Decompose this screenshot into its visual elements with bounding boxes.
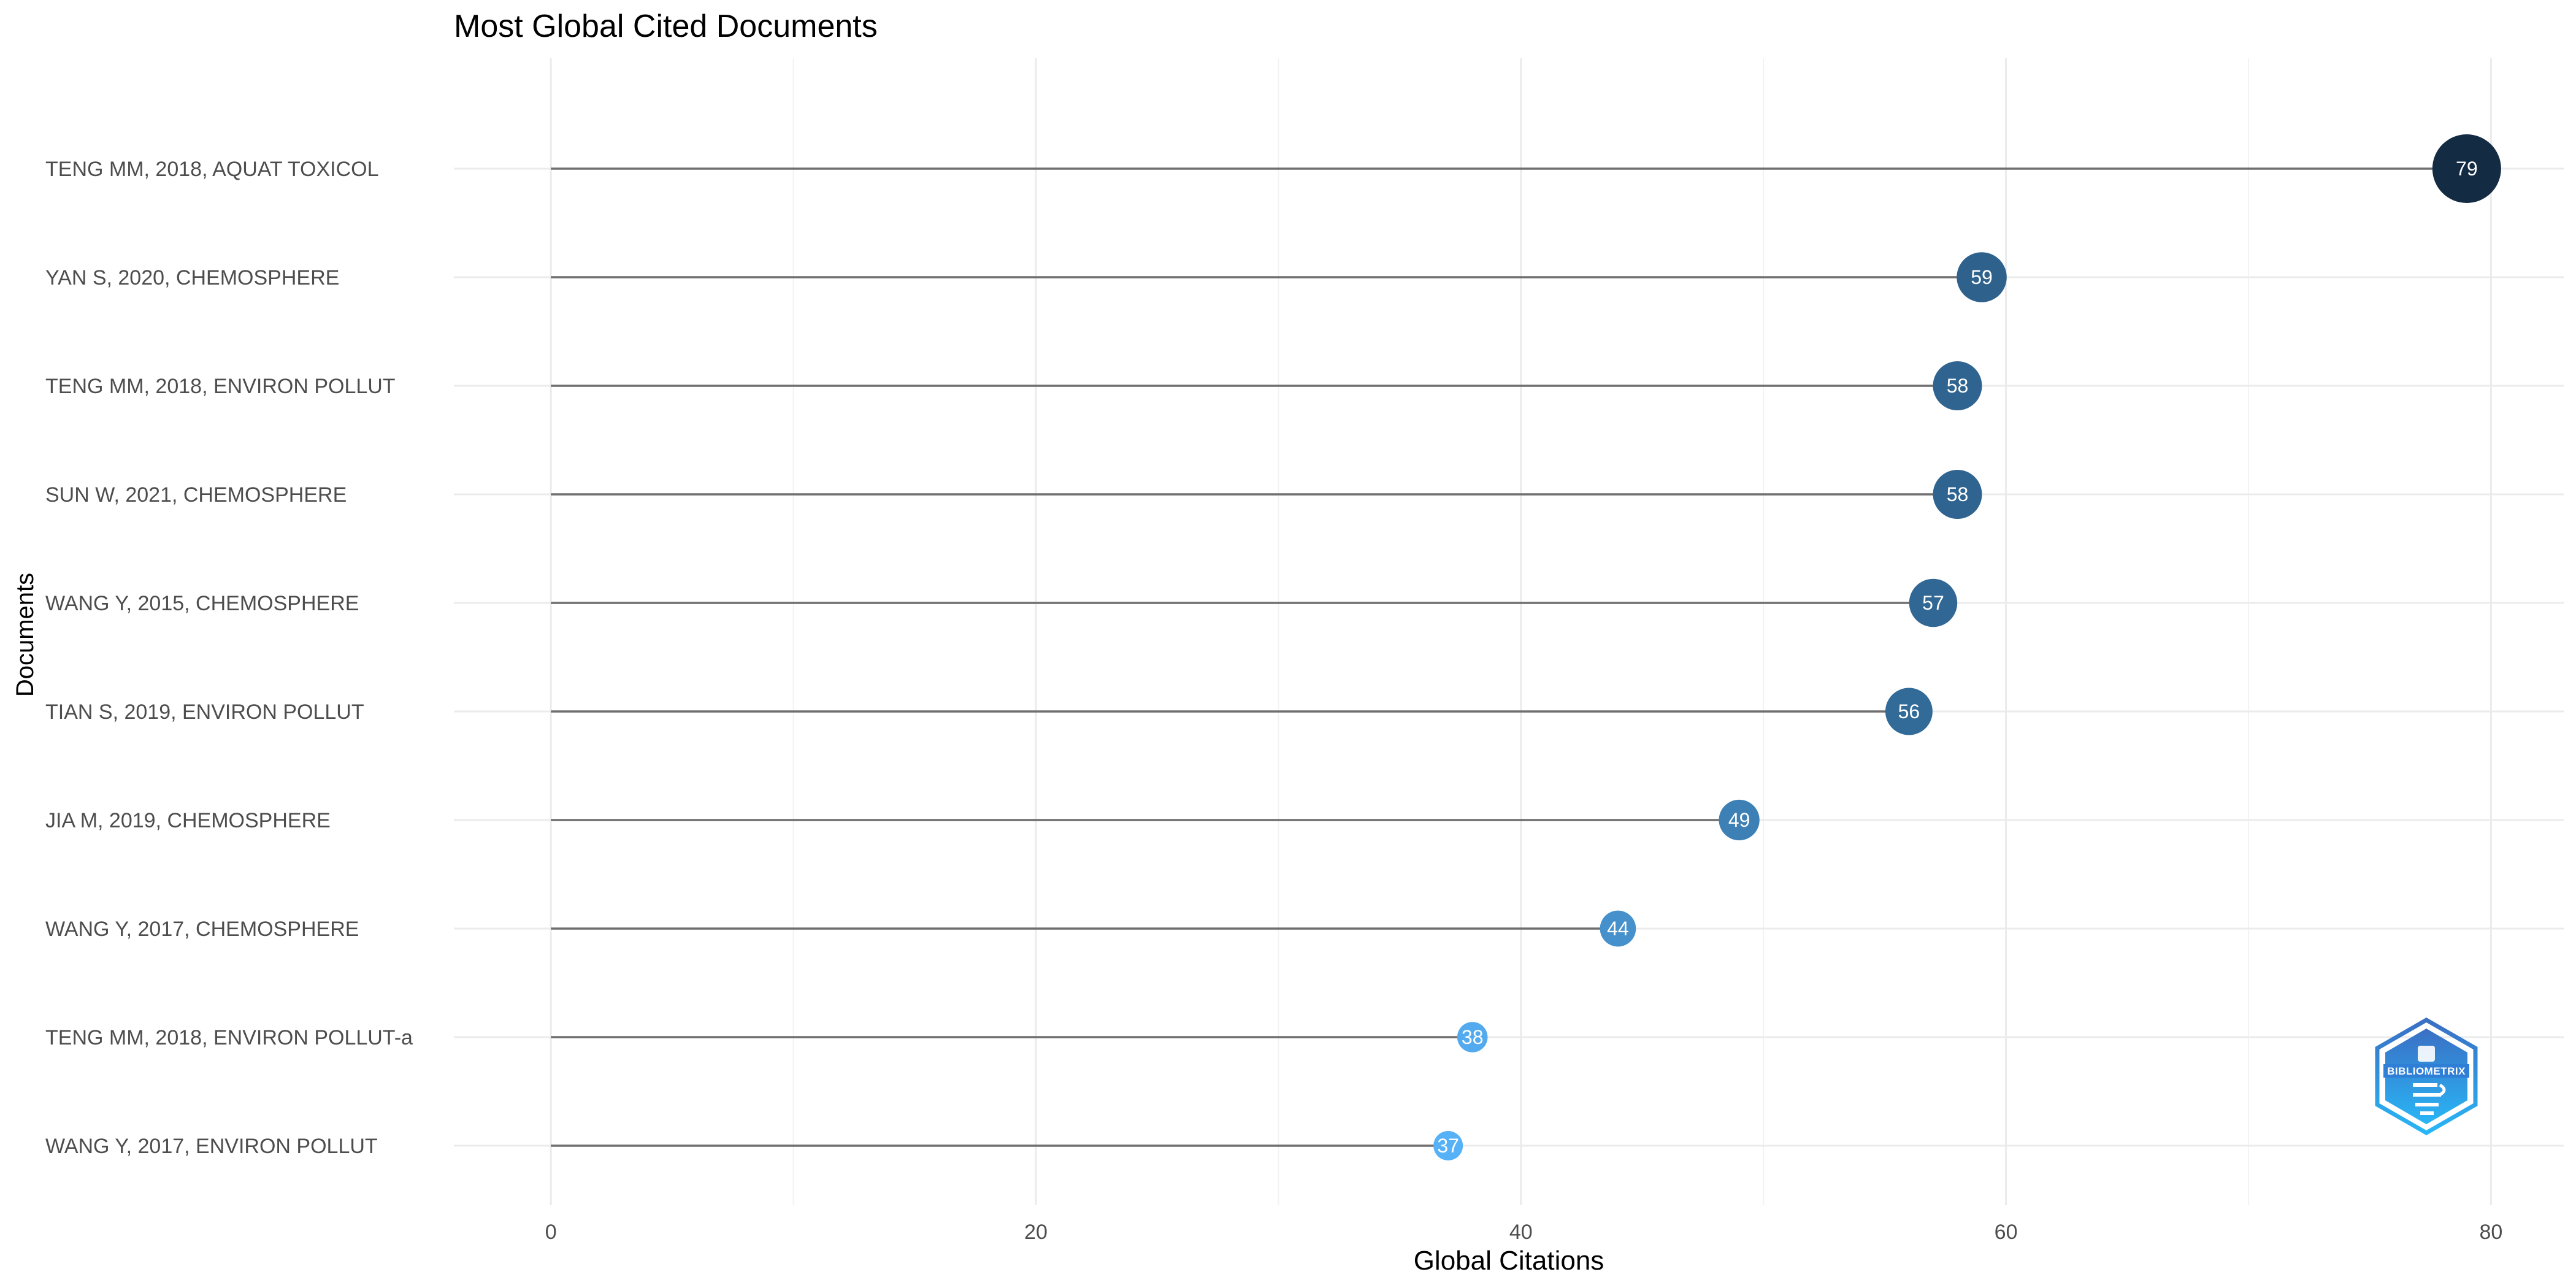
lollipop-dot <box>1933 361 1982 410</box>
y-tick-label: TENG MM, 2018, ENVIRON POLLUT <box>45 375 396 398</box>
lollipop-dot <box>1933 470 1982 519</box>
x-tick-label: 60 <box>1995 1221 2018 1244</box>
x-tick-labels: 0 20 40 60 80 <box>545 1221 2503 1244</box>
chart-title: Most Global Cited Documents <box>454 9 878 44</box>
y-tick-label: TENG MM, 2018, AQUAT TOXICOL <box>45 158 379 181</box>
lollipop-dot <box>1433 1131 1463 1160</box>
y-tick-labels: TENG MM, 2018, AQUAT TOXICOL YAN S, 2020,… <box>45 158 413 1158</box>
data-label: 79 <box>2456 158 2478 180</box>
x-tick-label: 40 <box>1509 1221 1533 1244</box>
lollipop-dot <box>1957 252 2007 302</box>
x-tick-label: 20 <box>1024 1221 1048 1244</box>
data-label: 59 <box>1971 266 1993 288</box>
data-label: 49 <box>1728 809 1750 831</box>
y-tick-label: WANG Y, 2015, CHEMOSPHERE <box>45 592 359 615</box>
y-tick-label: WANG Y, 2017, CHEMOSPHERE <box>45 918 359 941</box>
y-tick-label: WANG Y, 2017, ENVIRON POLLUT <box>45 1135 378 1158</box>
data-label: 58 <box>1947 483 1969 505</box>
y-tick-label: TIAN S, 2019, ENVIRON POLLUT <box>45 700 364 724</box>
lollipop-dot <box>1885 688 1933 735</box>
data-label: 44 <box>1607 918 1629 940</box>
y-tick-label: TENG MM, 2018, ENVIRON POLLUT-a <box>45 1026 413 1049</box>
data-label: 56 <box>1898 700 1920 723</box>
lollipop-dot <box>2432 134 2501 203</box>
x-axis-label: Global Citations <box>1414 1246 1604 1276</box>
y-tick-label: SUN W, 2021, CHEMOSPHERE <box>45 483 347 507</box>
data-label: 37 <box>1437 1135 1459 1157</box>
lollipop-dot <box>1719 799 1760 841</box>
data-label: 57 <box>1922 592 1944 614</box>
lollipop-dot <box>1909 578 1958 627</box>
grid <box>454 58 2564 1205</box>
lollipop-dot <box>1457 1022 1488 1052</box>
x-tick-label: 0 <box>545 1221 557 1244</box>
y-axis-label: Documents <box>12 573 39 697</box>
y-tick-label: JIA M, 2019, CHEMOSPHERE <box>45 809 331 832</box>
logo-text: BIBLIOMETRIX <box>2387 1065 2466 1077</box>
bibliometrix-logo: BIBLIOMETRIX <box>2375 1017 2478 1136</box>
y-tick-label: YAN S, 2020, CHEMOSPHERE <box>45 266 339 289</box>
data-label: 38 <box>1462 1026 1484 1048</box>
data-label: 58 <box>1947 375 1969 397</box>
x-tick-label: 80 <box>2479 1221 2502 1244</box>
stems <box>551 167 2467 1147</box>
dots: 79 59 58 58 57 56 49 44 38 37 <box>1433 134 2501 1160</box>
lollipop-dot <box>1600 910 1636 947</box>
